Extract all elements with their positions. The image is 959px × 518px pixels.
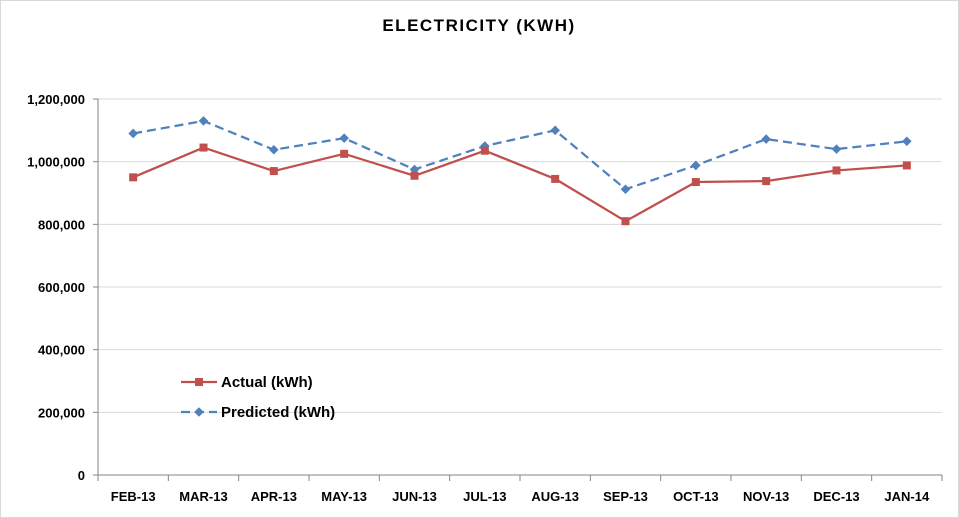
data-point [550,125,560,136]
data-point [269,167,278,176]
x-tick-label: AUG-13 [531,489,579,504]
data-point [340,149,349,158]
chart-title: ELECTRICITY (KWH) [382,16,575,35]
x-tick-label: APR-13 [251,489,297,504]
x-tick-label: MAR-13 [179,489,227,504]
data-point [831,144,842,154]
series-line [132,146,907,223]
series-predicted [128,116,912,195]
data-point [832,166,841,175]
x-tick-label: SEP-13 [603,489,648,504]
data-point [129,173,138,182]
y-tick-label: 800,000 [38,217,85,232]
data-point [339,133,349,143]
gridlines [98,98,942,413]
legend: Actual (kWh) Predicted (kWh) [181,374,335,421]
data-point [269,144,279,155]
data-point [128,128,138,139]
data-point [691,178,700,187]
data-point [902,161,911,170]
data-point [902,136,912,147]
x-tick-label: JUN-13 [392,489,437,504]
data-point [761,134,771,144]
x-tick-label: DEC-13 [813,489,859,504]
y-tick-label: 1,200,000 [27,92,85,107]
data-point [198,116,209,126]
legend-marker [195,378,203,386]
data-point [621,217,630,226]
data-point [620,184,631,195]
axes: 0 200,000 400,000 600,000 800,000 1,000,000 1,… [27,92,943,504]
legend-label: Actual (kWh) [221,374,313,391]
data-point [199,143,208,152]
series-line [132,119,907,191]
legend-item: Actual (kWh) [181,374,313,391]
x-tick-label: JAN-14 [884,489,930,504]
x-tick-label: NOV-13 [743,489,789,504]
y-tick-label: 1,000,000 [27,155,85,170]
data-point [480,146,489,155]
x-tick-label: OCT-13 [673,489,719,504]
series-actual [129,143,911,226]
x-tick-label: FEB-13 [111,489,156,504]
y-tick-label: 0 [78,468,85,483]
data-point [691,160,701,171]
legend-marker [194,407,204,417]
y-tick-label: 600,000 [38,280,85,295]
y-tick-label: 400,000 [38,343,85,358]
x-tick-label: MAY-13 [321,489,367,504]
data-point [551,174,560,183]
legend-item: Predicted (kWh) [181,404,335,421]
data-point [762,177,771,186]
data-point [410,171,419,180]
y-tick-label: 200,000 [38,405,85,420]
legend-label: Predicted (kWh) [221,404,335,421]
x-tick-label: JUL-13 [463,489,506,504]
series-layer [128,116,912,226]
